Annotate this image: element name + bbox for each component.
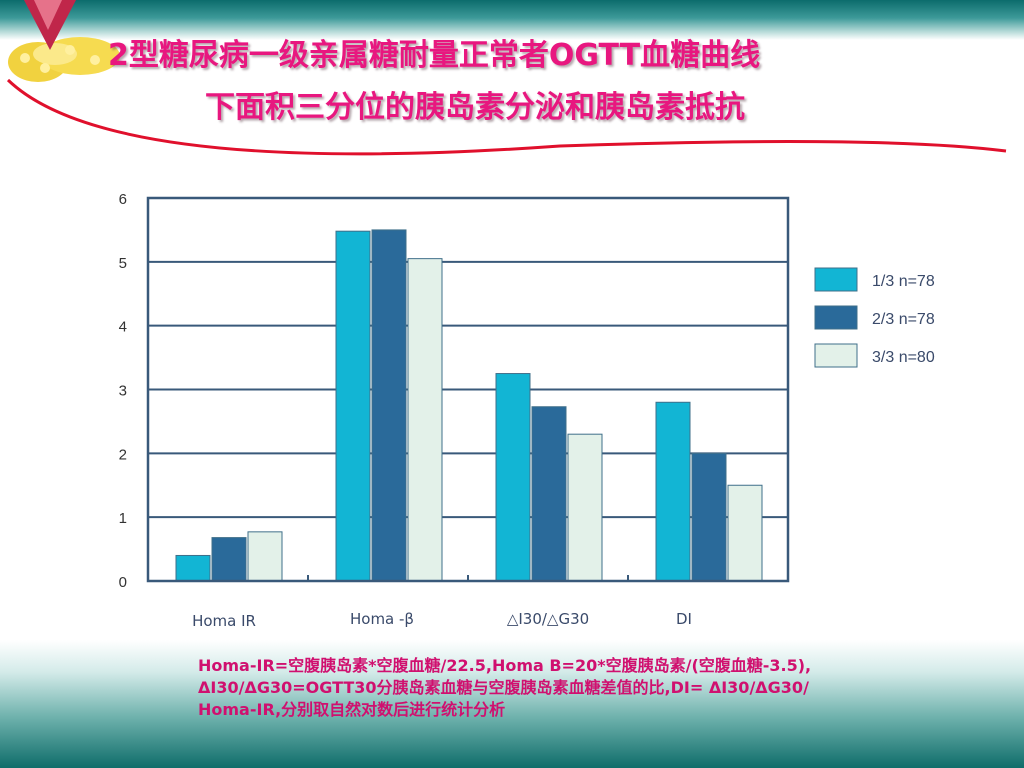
pancreas-icon — [8, 37, 120, 82]
y-tick-label: 4 — [119, 319, 127, 336]
bar-series3-2 — [567, 433, 603, 582]
legend-label: 1/3 n=78 — [872, 273, 935, 290]
slide-title: 2型糖尿病一级亲属糖耐量正常者OGTT血糖曲线 下面积三分位的胰岛素分泌和胰岛素… — [0, 30, 1024, 134]
bar-series1-3 — [655, 401, 691, 582]
title-line-1: 2型糖尿病一级亲属糖耐量正常者OGTT血糖曲线 — [108, 38, 761, 73]
bar-series2-0 — [211, 537, 247, 582]
x-category-label: Homa -β — [350, 610, 414, 628]
title-line-2: 下面积三分位的胰岛素分泌和胰岛素抵抗 — [205, 90, 745, 125]
bar-series2-1 — [371, 229, 407, 582]
x-category-label: DI — [676, 610, 692, 628]
bar-series3-0 — [247, 531, 283, 582]
x-axis-ticks — [307, 575, 629, 581]
funnel-icon — [24, 0, 76, 50]
bottom-decor-band — [0, 640, 1024, 768]
bar-series3-3 — [727, 484, 763, 582]
bar-series2-3 — [691, 452, 727, 582]
bars — [175, 229, 763, 582]
y-tick-label: 2 — [119, 446, 127, 463]
y-tick-label: 6 — [119, 191, 127, 208]
y-tick-label: 1 — [119, 510, 127, 527]
legend-swatch-2 — [814, 305, 858, 330]
legend: 1/3 n=78 2/3 n=78 3/3 n=80 — [814, 267, 935, 368]
bar-series3-1 — [407, 258, 443, 582]
y-axis-tick-labels: 0 1 2 3 4 5 6 — [119, 191, 127, 591]
x-category-label: △I30/△G30 — [507, 610, 589, 628]
y-tick-label: 3 — [119, 383, 127, 400]
y-tick-label: 5 — [119, 255, 127, 272]
bar-series1-1 — [335, 230, 371, 582]
x-category-label: Homa IR — [192, 612, 256, 630]
footnote-formulas: Homa-IR=空腹胰岛素*空腹血糖/22.5,Homa B=20*空腹胰岛素/… — [198, 656, 812, 719]
title-swoosh — [6, 78, 1007, 156]
legend-swatch-1 — [814, 267, 858, 292]
y-tick-label: 0 — [119, 574, 127, 591]
x-axis-category-labels: Homa IR Homa -β △I30/△G30 DI — [192, 610, 692, 630]
legend-swatch-3 — [814, 343, 858, 368]
bar-series2-2 — [531, 406, 567, 582]
top-decor-band — [0, 0, 1024, 40]
legend-label: 2/3 n=78 — [872, 311, 935, 328]
bar-series1-2 — [495, 373, 531, 582]
bar-series1-0 — [175, 554, 211, 582]
legend-label: 3/3 n=80 — [872, 349, 935, 366]
